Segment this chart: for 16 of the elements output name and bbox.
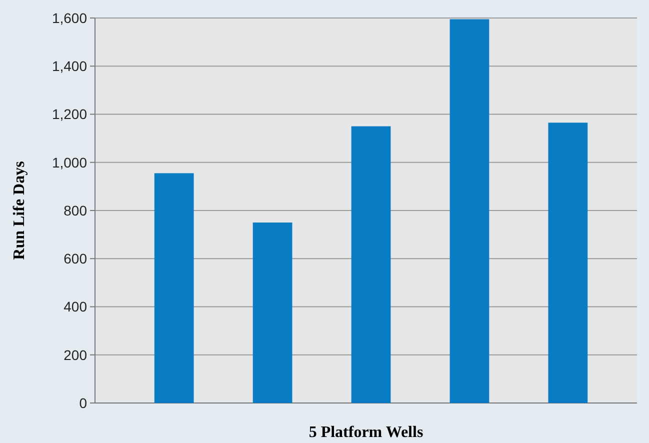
bar [450,19,490,403]
y-tick-label: 200 [64,346,88,363]
y-tick-label: 600 [64,250,88,267]
y-tick-label: 1,600 [52,10,88,26]
bar [351,126,391,403]
y-tick-label: 400 [64,298,88,315]
y-tick-label: 1,000 [52,154,88,170]
bar [548,122,588,403]
y-axis-title: Run Life Days [11,161,28,260]
y-tick-label: 1,400 [52,58,88,74]
x-axis-title: 5 Platform Wells [308,424,424,441]
y-tick-label: 0 [79,394,88,411]
y-tick-label: 800 [64,202,88,218]
bar [154,173,194,403]
y-tick-label: 1,200 [52,106,88,122]
bar [252,222,292,403]
